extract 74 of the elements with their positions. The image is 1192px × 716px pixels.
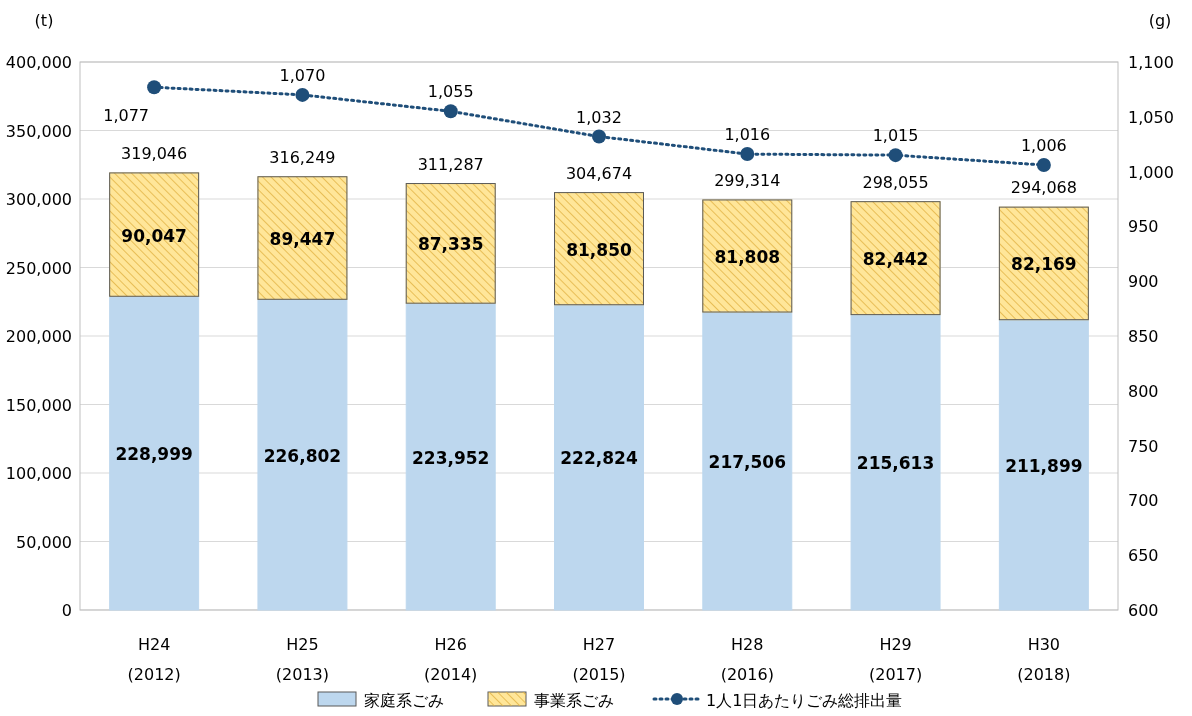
data-label: 1,032 xyxy=(576,107,622,127)
point xyxy=(295,87,310,102)
point xyxy=(592,129,606,144)
data-label: 1,055 xyxy=(427,82,474,102)
y2-tick-label: 1,000 xyxy=(1128,162,1174,182)
y2-tick-label: 700 xyxy=(1128,491,1159,511)
x-tick-label: H29 (2017) xyxy=(868,635,923,684)
total-label: 294,068 xyxy=(1010,178,1077,198)
data-label: 82,169 xyxy=(1011,254,1077,275)
y-tick-label: 250,000 xyxy=(5,258,72,278)
data-label: 211,899 xyxy=(1005,455,1083,476)
y2-tick-label: 750 xyxy=(1128,436,1159,456)
data-label: 1,015 xyxy=(872,126,919,146)
bar xyxy=(257,298,348,611)
y2-tick-label: 900 xyxy=(1128,272,1159,292)
x-tick-label: H30 (2018) xyxy=(1017,635,1071,684)
point xyxy=(740,147,755,162)
bar xyxy=(998,319,1089,611)
point xyxy=(443,104,458,119)
legend-label: 事業系ごみ xyxy=(534,691,614,710)
data-label: 81,850 xyxy=(566,239,632,260)
y2-tick-label: 650 xyxy=(1128,546,1159,566)
total-label: 316,249 xyxy=(269,147,336,167)
legend-label: 1人1日あたりごみ総排出量 xyxy=(706,691,903,710)
total-label: 319,046 xyxy=(121,143,188,163)
data-label: 223,952 xyxy=(412,447,490,468)
data-label: 81,808 xyxy=(714,246,781,267)
y-tick-label: 0 xyxy=(61,601,72,620)
y-tick-label: 400,000 xyxy=(5,53,72,72)
bar xyxy=(109,295,200,611)
y-tick-label: 150,000 xyxy=(5,395,72,415)
x-tick-label: H27 (2015) xyxy=(572,635,626,684)
y2-tick-label: 850 xyxy=(1128,327,1159,346)
data-label: 217,506 xyxy=(708,452,786,473)
bar xyxy=(405,302,496,611)
data-label: 215,613 xyxy=(856,453,935,474)
data-label: 228,999 xyxy=(115,444,193,465)
data-label: 90,047 xyxy=(121,225,187,246)
x-tick-label: H26 (2014) xyxy=(424,635,478,684)
data-label: 82,442 xyxy=(862,249,929,270)
bar xyxy=(850,314,941,611)
legend-label: 家庭系ごみ xyxy=(364,691,444,710)
x-tick-label: H28 (2016) xyxy=(720,635,774,684)
data-label: 1,077 xyxy=(103,106,150,126)
bar xyxy=(702,311,793,611)
y2-tick-label: 800 xyxy=(1128,381,1159,401)
data-label: 87,335 xyxy=(417,234,484,255)
x-tick-label: H25 (2013) xyxy=(275,635,330,684)
data-label: 89,447 xyxy=(269,229,336,250)
y-tick-label: 300,000 xyxy=(5,190,72,209)
y2-axis-title: (g) xyxy=(1148,11,1172,30)
y-tick-label: 350,000 xyxy=(5,121,72,141)
y2-tick-label: 950 xyxy=(1128,217,1159,237)
x-tick-label: H24 (2012) xyxy=(127,635,181,684)
y-tick-label: 100,000 xyxy=(5,464,72,483)
bar xyxy=(554,304,644,611)
y-axis-title: (t) xyxy=(34,11,54,30)
total-label: 298,055 xyxy=(862,172,929,192)
y2-tick-label: 600 xyxy=(1128,601,1159,620)
total-label: 299,314 xyxy=(714,170,781,190)
y-tick-label: 50,000 xyxy=(16,532,72,552)
point xyxy=(147,80,162,95)
y2-tick-label: 1,050 xyxy=(1128,107,1174,127)
data-label: 1,070 xyxy=(279,65,326,85)
data-label: 226,802 xyxy=(263,445,342,466)
y2-tick-label: 1,100 xyxy=(1128,53,1174,72)
data-label: 222,824 xyxy=(560,448,638,469)
point xyxy=(888,148,903,163)
total-label: 304,674 xyxy=(565,163,633,183)
point xyxy=(1036,158,1051,173)
total-label: 311,287 xyxy=(417,154,484,174)
y-tick-label: 200,000 xyxy=(5,327,72,346)
data-label: 1,016 xyxy=(724,125,771,145)
data-label: 1,006 xyxy=(1020,136,1067,156)
